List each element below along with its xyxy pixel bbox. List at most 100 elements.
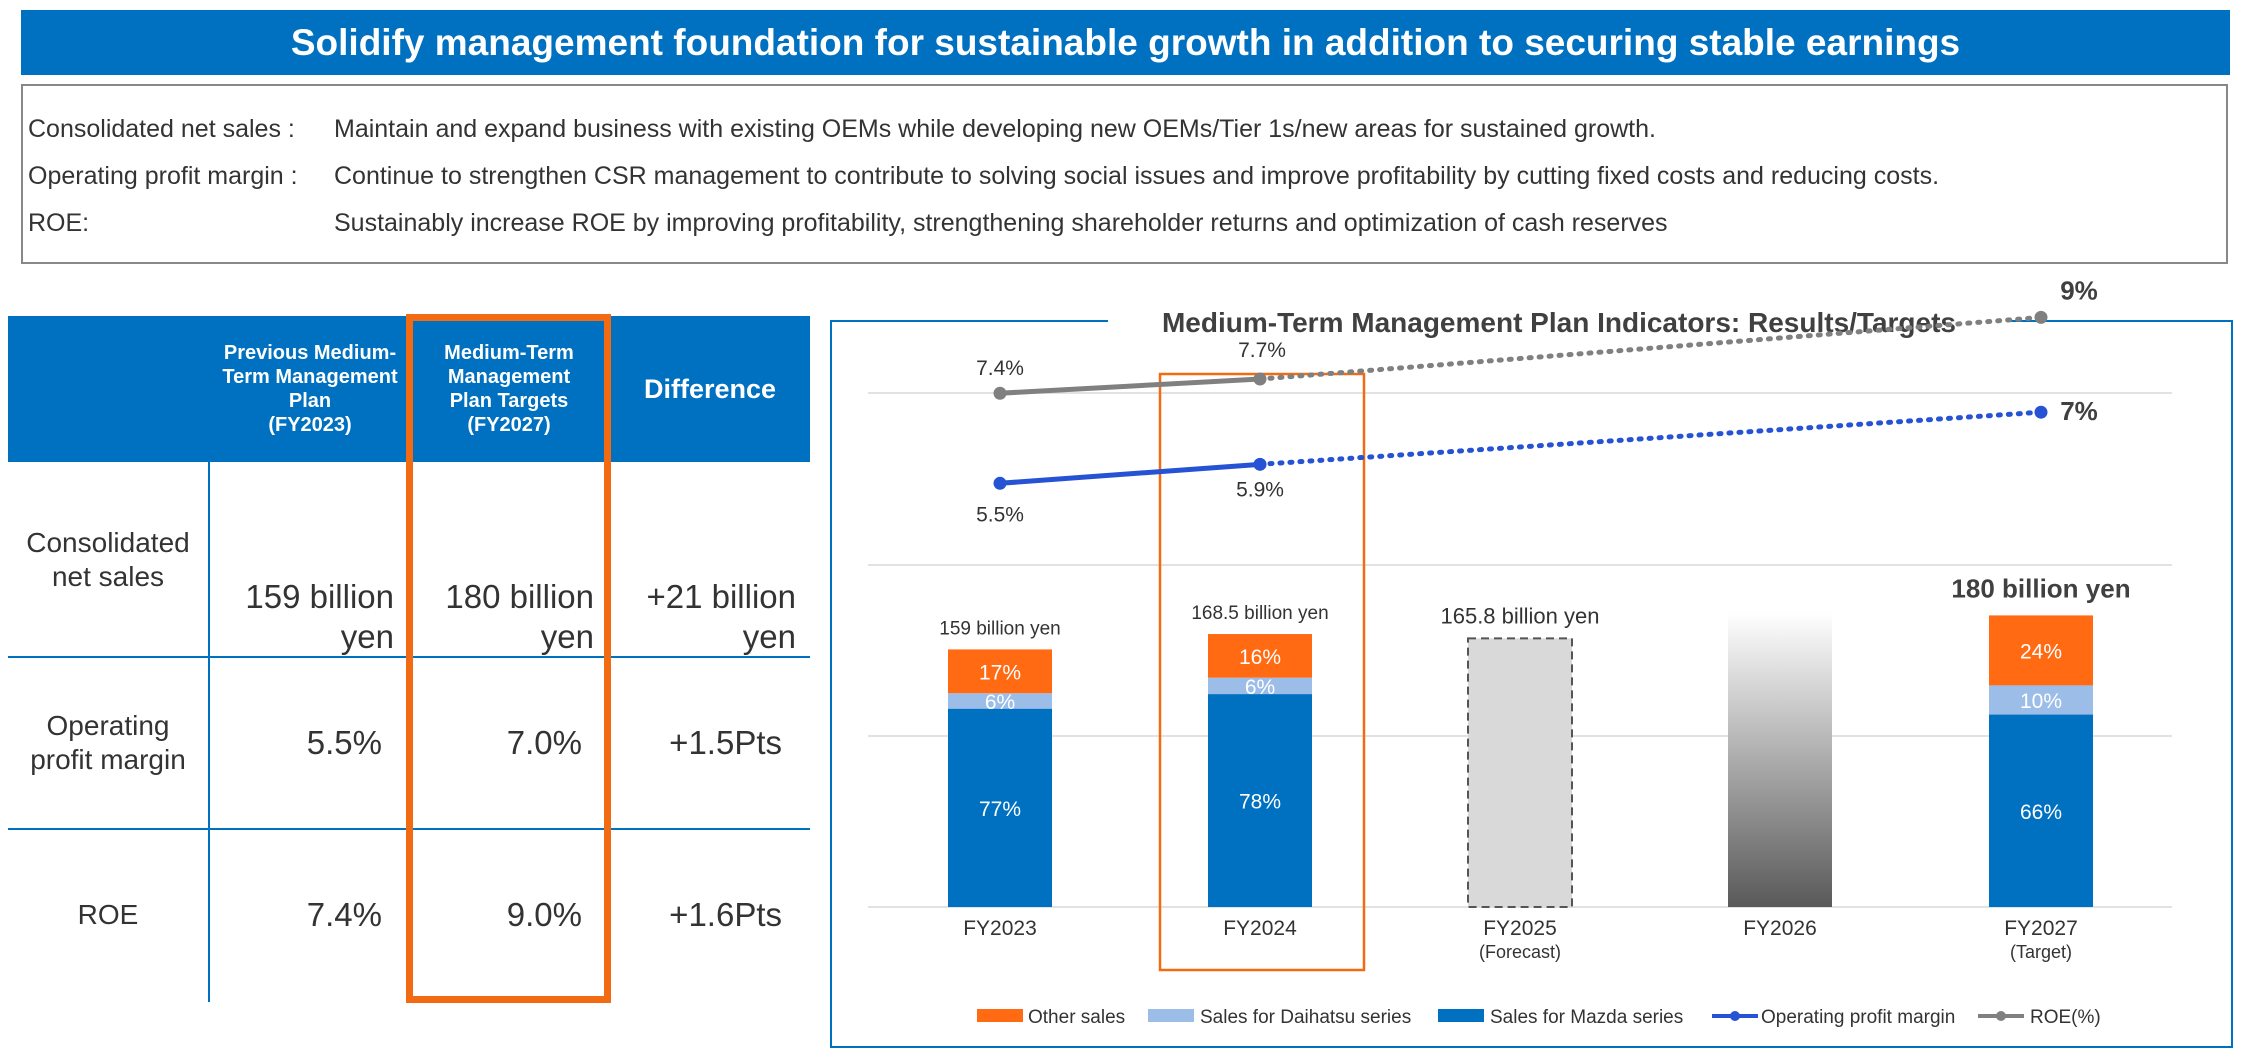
legend-swatch-marker [1730, 1011, 1740, 1021]
segment-label: 6% [985, 691, 1015, 714]
row-label-op-margin: Operating profit margin [8, 658, 208, 828]
header-previous-plan: Previous Medium- Term Management Plan (F… [210, 316, 410, 462]
line-point-label: 9% [2060, 275, 2098, 305]
line-point [993, 476, 1007, 490]
page-banner: Solidify management foundation for susta… [21, 10, 2230, 75]
line-segment-actual [999, 376, 1261, 396]
cell-line: 159 billion [245, 578, 394, 615]
bar-segment [948, 649, 1052, 694]
legend-swatch-marker [1996, 1011, 2006, 1021]
line-point [993, 386, 1007, 400]
bar-total-label: 168.5 billion yen [1191, 603, 1328, 624]
summary-label: Operating profit margin : [28, 162, 298, 190]
x-tick-label: FY2025 [1483, 917, 1557, 940]
cell-line: +21 billion [646, 578, 796, 615]
summary-text: Sustainably increase ROE by improving pr… [334, 209, 1668, 237]
line-point [2034, 310, 2048, 324]
line-point-label: 5.5% [976, 503, 1024, 526]
legend-label: Sales for Daihatsu series [1200, 1007, 1411, 1028]
bar-forecast [1467, 637, 1573, 908]
bar-total-label: 159 billion yen [939, 618, 1060, 639]
header-difference: Difference [610, 316, 810, 462]
x-tick-label: FY2024 [1223, 917, 1297, 940]
legend-swatch [1148, 1009, 1194, 1022]
legend-label: Sales for Mazda series [1490, 1007, 1683, 1028]
header-line: (FY2023) [268, 414, 352, 436]
bar-segment [948, 693, 1052, 709]
cell-line: yen [540, 618, 594, 655]
row-label-line: net sales [51, 560, 165, 592]
line-segment-projection [1257, 409, 2044, 467]
segment-label: 78% [1239, 791, 1281, 814]
bar-total-label: 165.8 billion yen [1440, 603, 1599, 628]
legend-label: Operating profit margin [1761, 1007, 1955, 1028]
cell-line: yen [742, 618, 796, 655]
legend-swatch [977, 1009, 1023, 1022]
column-divider [208, 316, 210, 1002]
line-point [1253, 457, 1267, 471]
summary-label: Consolidated net sales : [28, 115, 295, 143]
cell-previous-roe: 7.4% [306, 896, 382, 933]
segment-label: 10% [2020, 690, 2062, 713]
x-tick-label: FY2026 [1743, 917, 1817, 940]
cell-line: 180 billion [445, 578, 594, 615]
bar-segment [948, 708, 1052, 907]
cell-previous-op-margin: 5.5% [306, 724, 382, 761]
line-point [1253, 372, 1267, 386]
header-target-plan: Medium-Term Management Plan Targets (FY2… [410, 316, 608, 462]
x-tick-label: FY2023 [963, 917, 1037, 940]
segment-label: 77% [979, 798, 1021, 821]
cell-difference-net-sales: +21 billion yen [610, 462, 796, 657]
summary-box [21, 84, 2228, 264]
header-line: Plan [288, 390, 332, 412]
cell-previous-net-sales: 159 billion yen [210, 462, 394, 657]
line-point-label: 5.9% [1236, 478, 1284, 501]
segment-label: 6% [1245, 676, 1275, 699]
line-point-label: 7.7% [1238, 339, 1286, 362]
cell-difference-op-margin: +1.5Pts [669, 724, 782, 761]
row-label-roe: ROE [77, 899, 139, 930]
bar-fy2026-placeholder [1728, 612, 1832, 907]
line-point [2034, 405, 2048, 419]
legend-swatch [1438, 1009, 1484, 1022]
row-label-net-sales: Consolidated net sales [8, 462, 208, 657]
bar-segment [1208, 634, 1312, 678]
bar-segment [1989, 615, 2093, 686]
bar-segment [1989, 685, 2093, 715]
cell-target-roe: 9.0% [506, 896, 582, 933]
cell-target-net-sales: 180 billion yen [410, 462, 594, 657]
cell-target-op-margin: 7.0% [506, 724, 582, 761]
bar-segment [1208, 694, 1312, 907]
table-corner-header [8, 316, 208, 462]
legend-label: Other sales [1028, 1007, 1125, 1028]
segment-label: 24% [2020, 640, 2062, 663]
segment-label: 17% [979, 661, 1021, 684]
header-line: Term Management [222, 366, 398, 388]
header-line: Plan Targets [449, 390, 569, 412]
bar-segment [1208, 677, 1312, 695]
row-label-line: profit margin [30, 744, 186, 775]
summary-label: ROE: [28, 209, 90, 237]
chart-title: Medium-Term Management Plan Indicators: … [1108, 305, 2010, 341]
line-point-label: 7% [2060, 396, 2098, 426]
row-label-line: Operating [46, 710, 170, 741]
header-line: Medium-Term [444, 342, 574, 364]
header-line: Previous Medium- [223, 342, 397, 364]
bar-total-label: 180 billion yen [1951, 573, 2130, 603]
header-line: Management [447, 366, 571, 388]
segment-label: 16% [1239, 646, 1281, 669]
x-tick-label: FY2027 [2004, 917, 2078, 940]
summary-text: Continue to strengthen CSR management to… [334, 162, 1940, 190]
header-line: (FY2027) [467, 414, 551, 436]
x-tick-sublabel: (Forecast) [1479, 942, 1561, 962]
x-tick-sublabel: (Target) [2010, 942, 2072, 962]
line-segment-actual [999, 461, 1261, 486]
cell-difference-roe: +1.6Pts [669, 896, 782, 933]
line-segment-projection [1257, 314, 2044, 382]
row-label-line: Consolidated [26, 526, 190, 558]
cell-line: yen [340, 618, 394, 655]
line-point-label: 7.4% [976, 357, 1024, 380]
segment-label: 66% [2020, 801, 2062, 824]
summary-text: Maintain and expand business with existi… [334, 115, 1656, 143]
